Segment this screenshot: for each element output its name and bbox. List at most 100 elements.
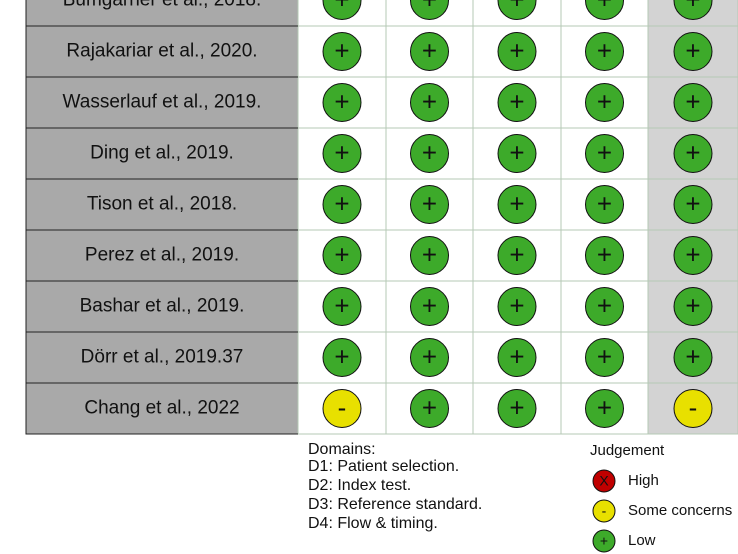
judgement-circle	[322, 0, 362, 20]
judgement-symbol: +	[422, 290, 437, 320]
domains-title: Domains:	[308, 441, 376, 458]
judgement-symbol: +	[685, 86, 700, 116]
judgement-circle	[497, 185, 537, 224]
domain-item: D3: Reference standard.	[308, 496, 482, 513]
judgement-symbol: +	[509, 86, 524, 116]
judgement-symbol: +	[334, 239, 349, 269]
judgement-symbol: +	[685, 188, 700, 218]
judgement-symbol: +	[509, 239, 524, 269]
judgement-symbol: +	[422, 392, 437, 422]
judgement-symbol: +	[422, 341, 437, 371]
judgement-symbol: +	[509, 290, 524, 320]
judgement-circle	[585, 134, 624, 173]
judgement-circle	[497, 389, 537, 428]
judgement-symbol: +	[597, 0, 612, 14]
judgement-symbol: +	[334, 341, 349, 371]
judgement-circle	[497, 236, 537, 275]
legend-symbol: X	[599, 473, 609, 489]
study-name: Bashar et al., 2019.	[80, 296, 245, 317]
judgement-symbol: +	[509, 137, 524, 167]
judgement-circle	[410, 389, 449, 428]
judgement-circle	[585, 83, 624, 122]
judgement-symbol: -	[689, 392, 698, 422]
judgement-symbol: +	[422, 0, 437, 14]
judgement-symbol: +	[685, 290, 700, 320]
judgement-circle	[322, 185, 362, 224]
study-name: Dörr et al., 2019.37	[81, 347, 244, 368]
domain-item: D4: Flow & timing.	[308, 515, 438, 532]
judgement-symbol: +	[597, 137, 612, 167]
judgement-symbol: +	[422, 137, 437, 167]
study-name: Bumgarner et al., 2018.	[63, 0, 262, 11]
judgement-circle	[322, 83, 362, 122]
judgement-symbol: +	[334, 86, 349, 116]
judgement-circle	[673, 389, 713, 428]
judgement-circle	[322, 389, 362, 428]
judgement-symbol: +	[685, 0, 700, 14]
judgement-circle	[585, 32, 624, 71]
judgement-circle	[410, 0, 449, 20]
judgement-circle	[322, 287, 362, 326]
judgement-circle	[673, 287, 713, 326]
judgement-symbol: -	[338, 392, 347, 422]
judgement-symbol: +	[685, 341, 700, 371]
judgement-circle	[410, 134, 449, 173]
judgement-symbol: +	[597, 290, 612, 320]
judgement-circle	[322, 134, 362, 173]
judgement-symbol: +	[509, 0, 524, 14]
judgement-circle	[673, 83, 713, 122]
legend-circle	[592, 469, 616, 493]
judgement-symbol: +	[597, 188, 612, 218]
judgement-symbol: +	[422, 188, 437, 218]
judgement-symbol: +	[509, 35, 524, 65]
judgement-symbol: +	[334, 35, 349, 65]
judgement-circle	[410, 83, 449, 122]
judgement-symbol: +	[685, 137, 700, 167]
judgement-circle	[410, 32, 449, 71]
study-name: Wasserlauf et al., 2019.	[63, 92, 262, 113]
judgement-circle	[497, 287, 537, 326]
judgement-circle	[322, 32, 362, 71]
legend-label: Some concerns	[628, 502, 732, 519]
judgement-circle	[673, 338, 713, 377]
judgement-symbol: +	[597, 35, 612, 65]
judgement-circle	[322, 338, 362, 377]
judgement-circle	[497, 32, 537, 71]
judgement-circle	[673, 32, 713, 71]
judgement-symbol: +	[509, 188, 524, 218]
judgement-symbol: +	[597, 239, 612, 269]
judgement-symbol: +	[509, 392, 524, 422]
judgement-circle	[410, 338, 449, 377]
domain-item: D1: Patient selection.	[308, 458, 459, 475]
judgement-symbol: +	[685, 239, 700, 269]
judgement-circle	[585, 0, 624, 20]
judgement-circle	[410, 236, 449, 275]
judgement-circle	[322, 236, 362, 275]
judgement-symbol: +	[334, 290, 349, 320]
study-name: Rajakariar et al., 2020.	[66, 41, 257, 62]
judgement-symbol: +	[422, 35, 437, 65]
judgement-title: Judgement	[590, 442, 665, 459]
judgement-circle	[585, 389, 624, 428]
judgement-circle	[410, 287, 449, 326]
study-name: Perez et al., 2019.	[85, 245, 239, 266]
judgement-circle	[673, 185, 713, 224]
judgement-symbol: +	[597, 86, 612, 116]
judgement-symbol: +	[422, 239, 437, 269]
judgement-symbol: +	[334, 137, 349, 167]
judgement-circle	[497, 83, 537, 122]
judgement-symbol: +	[509, 341, 524, 371]
legend-label: High	[628, 472, 659, 489]
judgement-circle	[497, 134, 537, 173]
judgement-circle	[585, 236, 624, 275]
legend-symbol: +	[600, 533, 608, 549]
legend-circle	[592, 529, 616, 553]
study-name: Tison et al., 2018.	[87, 194, 237, 215]
judgement-circle	[673, 0, 713, 20]
judgement-circle	[673, 134, 713, 173]
legend-label: Low	[628, 532, 656, 549]
study-name: Ding et al., 2019.	[90, 143, 234, 164]
judgement-symbol: +	[422, 86, 437, 116]
judgement-circle	[497, 0, 537, 20]
